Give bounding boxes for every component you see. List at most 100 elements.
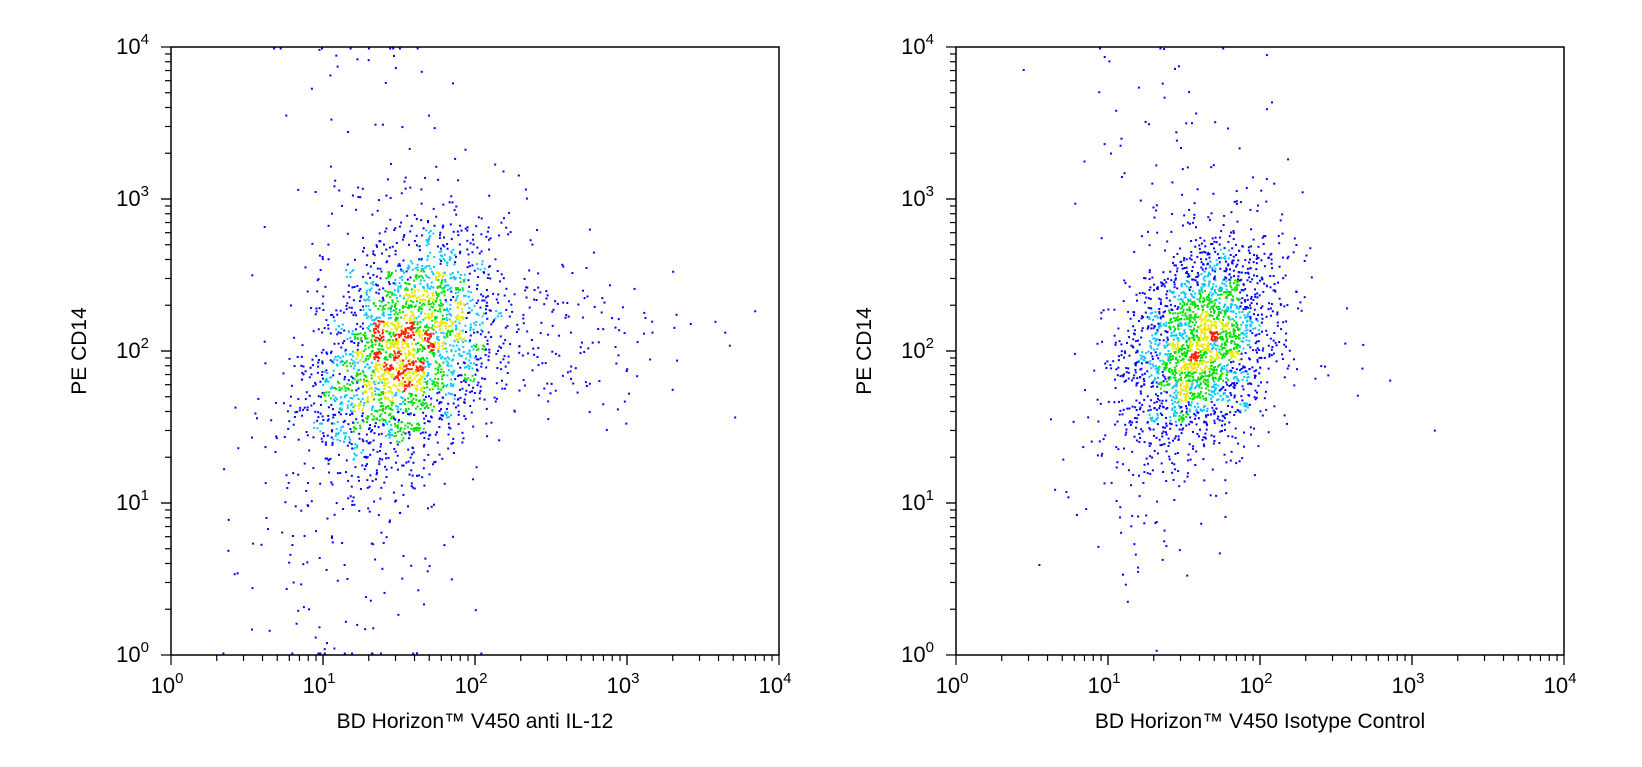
data-point <box>602 403 605 406</box>
data-point <box>320 351 323 354</box>
data-point <box>1195 362 1198 365</box>
data-point <box>475 363 478 366</box>
data-point <box>444 347 447 350</box>
data-point <box>429 235 432 237</box>
data-point <box>1136 349 1139 352</box>
data-point <box>616 408 619 411</box>
data-point <box>399 408 402 411</box>
data-point <box>373 351 376 354</box>
data-point <box>1113 308 1116 311</box>
data-point <box>1244 307 1247 310</box>
data-point <box>396 352 399 355</box>
data-point <box>388 521 391 524</box>
data-point <box>390 305 393 308</box>
data-point <box>434 460 437 463</box>
data-point <box>1188 402 1191 405</box>
data-point <box>353 364 356 367</box>
data-point <box>1233 275 1235 278</box>
data-point <box>365 456 368 459</box>
data-point <box>299 406 302 409</box>
data-point <box>546 382 549 385</box>
data-point <box>368 325 371 328</box>
data-point <box>376 364 378 366</box>
data-point <box>1172 478 1175 481</box>
data-point <box>319 412 322 415</box>
data-point <box>1254 288 1256 291</box>
data-point <box>1243 445 1245 448</box>
data-point <box>496 315 499 318</box>
data-point <box>1227 405 1230 407</box>
data-point <box>420 337 423 340</box>
data-point <box>1148 278 1151 280</box>
data-point <box>410 453 413 456</box>
data-point <box>383 357 386 360</box>
data-point <box>413 384 416 387</box>
data-point <box>383 591 386 594</box>
data-point <box>469 362 472 365</box>
data-point <box>359 372 362 375</box>
data-point <box>422 346 425 349</box>
data-point <box>415 371 418 374</box>
data-point <box>412 321 414 324</box>
data-point <box>1220 353 1223 356</box>
data-point <box>1143 372 1146 375</box>
data-point <box>423 279 426 282</box>
data-point <box>301 371 304 374</box>
data-point <box>410 224 413 227</box>
data-point <box>396 424 399 427</box>
data-point <box>1229 459 1232 462</box>
data-point <box>372 323 375 326</box>
data-point <box>321 391 324 394</box>
data-point <box>1195 409 1198 412</box>
data-point <box>297 438 300 441</box>
data-point <box>399 276 402 279</box>
data-point <box>1192 329 1195 332</box>
data-point <box>352 406 355 408</box>
data-point <box>429 303 432 306</box>
data-point <box>570 377 573 380</box>
data-point <box>507 361 510 364</box>
data-point <box>387 414 390 417</box>
data-point <box>364 390 367 392</box>
data-point <box>399 402 402 405</box>
data-point <box>428 344 431 347</box>
data-point <box>449 273 452 276</box>
data-point <box>479 390 482 392</box>
data-point <box>651 320 654 323</box>
data-point <box>375 275 378 278</box>
data-point <box>400 372 403 375</box>
data-point <box>357 398 360 400</box>
data-point <box>406 327 409 329</box>
data-point <box>450 250 453 253</box>
data-point <box>418 382 421 385</box>
data-point <box>1188 208 1191 211</box>
data-point <box>628 392 630 395</box>
data-point <box>414 275 417 278</box>
data-point <box>439 262 442 265</box>
data-point <box>475 355 477 358</box>
data-point <box>435 361 438 364</box>
data-point <box>429 287 432 290</box>
data-point <box>1210 294 1213 297</box>
data-point <box>1170 321 1172 324</box>
data-point <box>1246 267 1249 270</box>
data-point <box>1236 281 1239 284</box>
data-point <box>394 319 397 322</box>
data-point <box>451 201 454 204</box>
data-point <box>418 333 421 336</box>
data-point <box>455 406 457 409</box>
data-point <box>386 346 389 349</box>
data-point <box>356 285 359 287</box>
data-point <box>410 424 413 427</box>
data-point <box>362 333 365 336</box>
data-point <box>341 342 344 345</box>
data-point <box>440 418 443 421</box>
data-point <box>372 302 375 304</box>
data-point <box>350 443 353 446</box>
data-point <box>408 368 411 371</box>
data-point <box>1210 332 1213 335</box>
data-point <box>321 258 324 261</box>
data-point <box>441 414 444 417</box>
data-point <box>500 273 503 276</box>
data-point <box>1163 384 1166 387</box>
